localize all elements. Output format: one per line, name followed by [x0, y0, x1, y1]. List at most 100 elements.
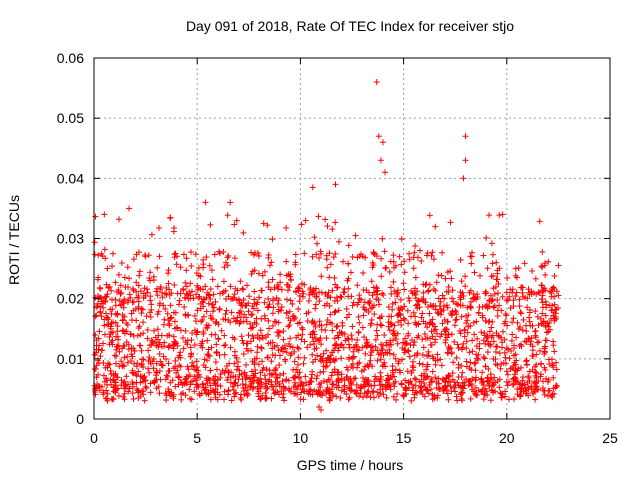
data-point — [136, 272, 143, 279]
data-point — [391, 322, 398, 329]
data-point — [249, 303, 256, 310]
data-point — [425, 390, 432, 397]
data-point — [371, 311, 378, 318]
data-point — [196, 392, 203, 399]
data-point — [532, 380, 539, 387]
data-point — [464, 304, 471, 311]
data-point — [457, 256, 464, 263]
data-point — [423, 366, 430, 373]
data-point — [94, 302, 101, 309]
data-point — [532, 334, 539, 341]
data-point — [553, 383, 560, 390]
data-point — [258, 287, 265, 294]
data-point — [458, 362, 465, 369]
data-point — [141, 373, 148, 380]
data-point — [255, 390, 262, 397]
data-point — [330, 254, 337, 261]
data-point — [478, 380, 485, 387]
data-point — [367, 352, 374, 359]
data-point — [464, 317, 471, 324]
data-point — [455, 344, 462, 351]
data-point — [327, 294, 334, 301]
data-point — [393, 335, 400, 342]
data-point — [100, 304, 107, 311]
data-point — [392, 355, 399, 362]
data-point — [212, 386, 219, 393]
data-point — [130, 307, 137, 314]
data-point — [482, 340, 489, 347]
data-point — [453, 316, 460, 323]
data-point — [309, 359, 316, 366]
data-point — [234, 382, 241, 389]
data-point — [428, 252, 435, 259]
data-point — [371, 289, 378, 296]
data-point — [110, 319, 117, 326]
data-point — [484, 379, 491, 386]
data-point — [402, 377, 409, 384]
data-point — [517, 392, 524, 399]
data-point — [275, 332, 282, 339]
data-point — [150, 327, 157, 334]
data-point — [302, 373, 309, 380]
data-point — [519, 327, 526, 334]
data-point — [426, 310, 433, 317]
data-point — [314, 240, 321, 247]
data-point — [452, 317, 459, 324]
data-point — [324, 223, 331, 230]
data-point — [502, 388, 509, 395]
data-point — [410, 358, 417, 365]
data-point — [132, 371, 139, 378]
data-point — [207, 296, 214, 303]
data-point — [365, 363, 372, 370]
data-point — [115, 336, 122, 343]
data-point — [334, 322, 341, 329]
data-point — [496, 333, 503, 340]
data-point — [254, 334, 261, 341]
y-tick-label: 0 — [76, 411, 84, 427]
data-point — [373, 79, 380, 86]
data-point — [291, 348, 298, 355]
data-point — [359, 344, 366, 351]
data-point — [230, 373, 237, 380]
data-point — [318, 341, 325, 348]
data-point — [532, 328, 539, 335]
data-point — [291, 316, 298, 323]
data-point — [317, 391, 324, 398]
data-point — [368, 316, 375, 323]
data-point — [102, 395, 109, 402]
data-point — [427, 379, 434, 386]
data-point — [496, 376, 503, 383]
data-point — [216, 306, 223, 313]
data-point — [408, 381, 415, 388]
data-point — [462, 133, 469, 140]
data-point — [449, 287, 456, 294]
data-point — [526, 309, 533, 316]
data-point — [419, 310, 426, 317]
data-point — [461, 333, 468, 340]
data-point — [380, 391, 387, 398]
data-point — [213, 349, 220, 356]
data-point — [191, 388, 198, 395]
data-point — [479, 314, 486, 321]
data-point — [399, 392, 406, 399]
data-point — [222, 341, 229, 348]
data-point — [457, 391, 464, 398]
data-point — [433, 384, 440, 391]
data-point — [227, 344, 234, 351]
data-point — [512, 351, 519, 358]
data-point — [146, 275, 153, 282]
data-point — [503, 289, 510, 296]
data-point — [421, 331, 428, 338]
data-point — [125, 297, 132, 304]
data-point — [466, 349, 473, 356]
data-point — [379, 139, 386, 146]
data-point — [459, 383, 466, 390]
data-point — [154, 326, 161, 333]
data-point — [394, 390, 401, 397]
data-point — [427, 335, 434, 342]
data-point — [343, 390, 350, 397]
data-point — [480, 252, 487, 259]
data-point — [359, 324, 366, 331]
data-point — [307, 289, 314, 296]
data-point — [454, 301, 461, 308]
